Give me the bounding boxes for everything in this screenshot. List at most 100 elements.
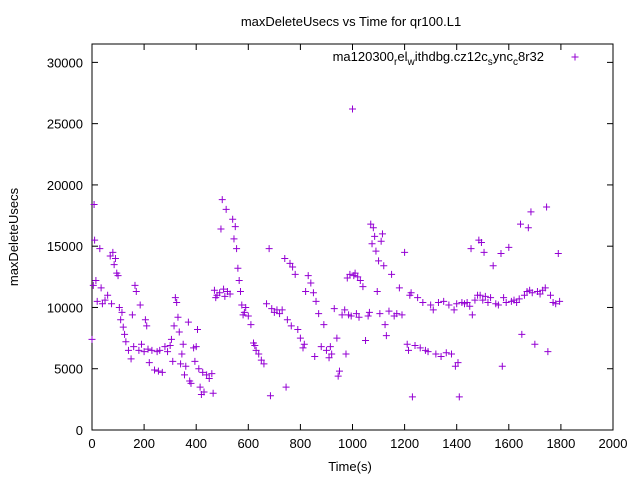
data-point (536, 290, 544, 298)
data-point (156, 346, 164, 354)
data-point (180, 371, 188, 379)
data-point (118, 308, 126, 316)
data-point (151, 366, 159, 374)
data-point (311, 352, 319, 360)
data-point (161, 343, 169, 351)
data-point (130, 343, 138, 351)
data-point (364, 312, 372, 320)
data-point (378, 230, 386, 238)
data-point (381, 321, 389, 329)
data-point (351, 269, 359, 277)
legend: ma120300relwithdbg.cz12csyncc8r32 (333, 49, 579, 68)
data-point (92, 277, 100, 285)
data-point (440, 297, 448, 305)
data-point (135, 346, 143, 354)
data-point (342, 350, 350, 358)
data-point (322, 346, 330, 354)
y-tick-label: 30000 (47, 55, 83, 70)
data-point (265, 245, 273, 253)
data-point (88, 335, 96, 343)
data-point (453, 300, 461, 308)
data-point (220, 285, 228, 293)
data-point (451, 362, 459, 370)
data-point (136, 301, 144, 309)
data-point (124, 346, 132, 354)
data-point (524, 224, 532, 232)
data-point (527, 208, 535, 216)
data-point (480, 248, 488, 256)
data-point (352, 310, 360, 318)
data-point (502, 299, 510, 307)
data-point (429, 306, 437, 314)
data-point (231, 223, 239, 231)
data-point (89, 281, 97, 289)
data-point (221, 292, 229, 300)
data-point (144, 345, 152, 353)
data-point (222, 205, 230, 213)
x-tick-label: 600 (237, 436, 259, 451)
data-point (169, 357, 177, 365)
data-point (90, 201, 98, 209)
x-tick-label: 800 (290, 436, 312, 451)
data-point (385, 307, 393, 315)
data-point (121, 330, 129, 338)
data-point (362, 337, 370, 345)
data-point (300, 340, 308, 348)
data-point (255, 350, 263, 358)
x-tick-label: 400 (185, 436, 207, 451)
data-point (408, 393, 416, 401)
data-point (192, 343, 200, 351)
data-point (131, 281, 139, 289)
data-point (355, 313, 363, 321)
data-point (427, 301, 435, 309)
data-point (154, 367, 162, 375)
data-point (260, 360, 268, 368)
data-point (171, 294, 179, 302)
data-point (326, 343, 334, 351)
data-point (487, 294, 495, 302)
data-point (467, 245, 475, 253)
x-tick-label: 0 (88, 436, 95, 451)
data-point (393, 310, 401, 318)
data-point (93, 297, 101, 305)
data-point (97, 284, 105, 292)
x-tick-label: 200 (133, 436, 155, 451)
data-point (137, 340, 145, 348)
data-point (252, 346, 260, 354)
data-point (343, 274, 351, 282)
legend-marker (571, 53, 579, 61)
data-point (334, 372, 342, 380)
data-point (432, 350, 440, 358)
data-point (208, 370, 216, 378)
data-point (209, 389, 217, 397)
data-point (407, 289, 415, 297)
data-point (403, 340, 411, 348)
data-point (369, 224, 377, 232)
data-point (376, 310, 384, 318)
data-point (445, 301, 453, 309)
data-point (520, 291, 528, 299)
data-point (104, 291, 112, 299)
data-point (184, 318, 192, 326)
data-point (368, 240, 376, 248)
data-point (477, 239, 485, 247)
x-tick-label: 1000 (338, 436, 367, 451)
data-point (244, 312, 252, 320)
data-point (167, 335, 175, 343)
data-point (531, 340, 539, 348)
data-point (235, 277, 243, 285)
data-point (338, 311, 346, 319)
data-point (291, 270, 299, 278)
data-point (111, 254, 119, 262)
data-point (380, 262, 388, 270)
data-point (283, 316, 291, 324)
data-point (132, 288, 140, 296)
data-point (312, 297, 320, 305)
data-point (175, 328, 183, 336)
x-tick-label: 1400 (442, 436, 471, 451)
data-point (233, 245, 241, 253)
series-points (88, 105, 564, 401)
x-axis-label: Time(s) (328, 459, 372, 474)
data-point (263, 300, 271, 308)
data-point (315, 310, 323, 318)
